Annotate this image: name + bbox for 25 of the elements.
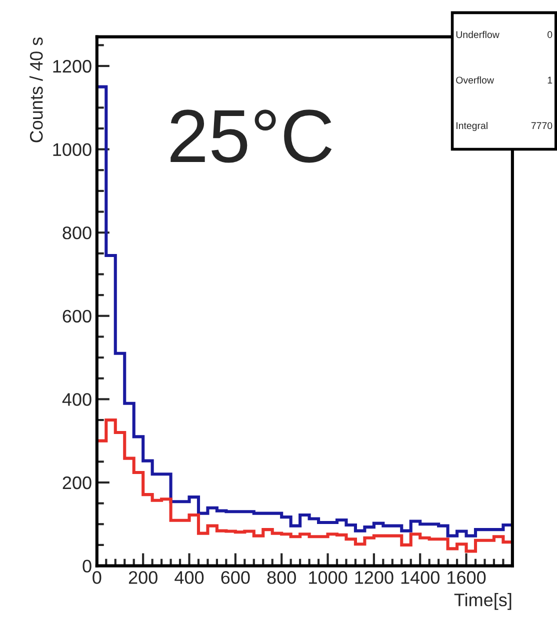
y-tick-label: 600 [62,310,92,323]
x-tick-label: 1400 [401,571,440,584]
annotation: Overflow [456,76,494,84]
annotation: 25°C [170,110,332,163]
y-tick-label: 0 [82,560,92,573]
annotation: Underflow [456,30,500,38]
x-tick-label: 200 [128,571,158,584]
text: 0 [548,31,552,38]
x-tick-label: 400 [174,571,204,584]
y-tick-label: 1000 [53,143,92,156]
y-tick-label: 400 [62,393,92,406]
x-tick-label: 0 [92,571,102,584]
x-axis-title: Time[s] [454,593,512,610]
x-tick-label: 800 [267,571,296,584]
y-tick-label: 200 [62,476,92,490]
x-tick-label: 600 [221,571,250,584]
text: 1 [548,76,552,84]
x-tick-label: 1200 [355,571,394,584]
y-tick-label: 800 [62,226,92,240]
text: 7770 [531,122,552,130]
y-axis-title: Counts / 40 s [30,37,43,142]
x-tick-label: 1000 [309,571,348,584]
annotation: Integral [456,122,488,131]
x-tick-label: 1600 [448,571,486,584]
y-tick-label: 1200 [53,60,92,73]
